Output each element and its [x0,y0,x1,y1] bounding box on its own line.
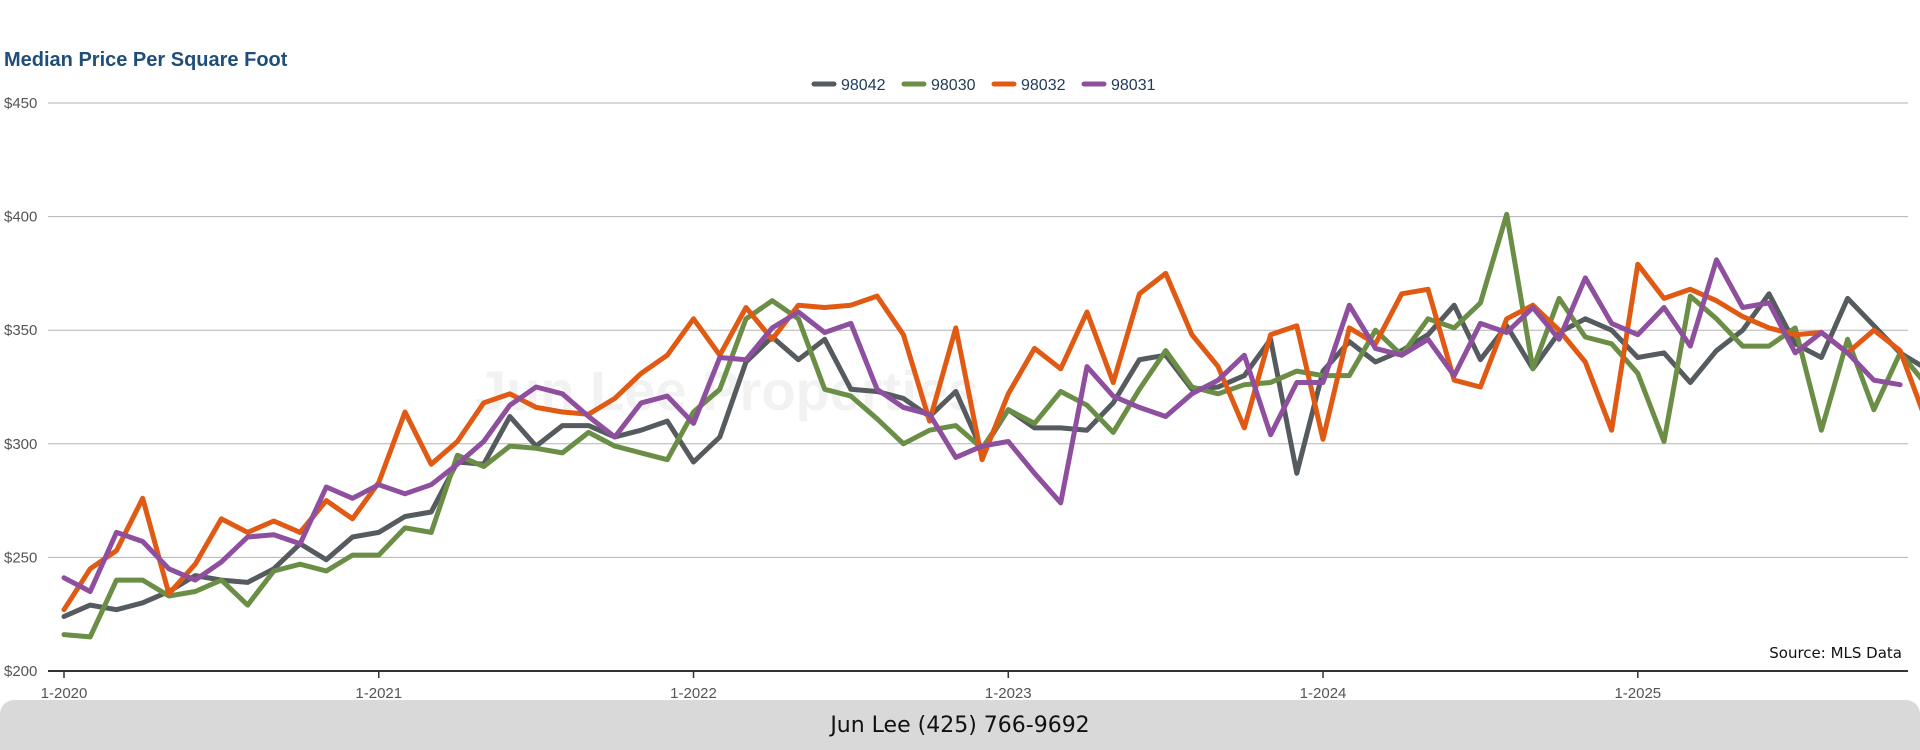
x-tick-label: 1-2020 [41,685,88,702]
legend-item-98042: 98042 [811,77,886,94]
y-tick-label: $450 [4,95,37,112]
legend-item-98032: 98032 [991,77,1066,94]
x-tick-label: 1-2024 [1300,685,1347,702]
y-tick-label: $250 [4,549,37,566]
y-tick-label: $400 [4,209,37,226]
x-tick-label: 1-2023 [985,685,1032,702]
chart-title: Median Price Per Square Foot [4,49,288,71]
x-tick-label: 1-2022 [670,685,717,702]
x-tick-label: 1-2025 [1614,685,1661,702]
legend-label: 98030 [931,77,976,94]
legend-item-98030: 98030 [901,77,976,94]
series-line-98042 [61,291,1920,619]
series-line-98030 [61,211,1920,640]
footer-bar: Jun Lee (425) 766-9692 [0,700,1920,750]
legend-label: 98031 [1111,77,1156,94]
footer-contact: Jun Lee (425) 766-9692 [830,712,1090,738]
series-line-98031 [61,257,1903,594]
y-tick-label: $200 [4,663,37,680]
legend-label: 98032 [1021,77,1066,94]
legend: 98042 98030 98032 98031 [811,77,1156,94]
x-axis: 1-2020 1-2021 1-2022 1-2023 1-2024 1-2025 [41,670,1908,702]
legend-item-98031: 98031 [1081,77,1156,94]
y-axis-ticks: $200 $250 $300 $350 $400 $450 [4,95,37,680]
source-label: Source: MLS Data [1769,644,1902,662]
series-lines [61,211,1920,640]
y-tick-label: $300 [4,436,37,453]
y-tick-label: $350 [4,322,37,339]
legend-label: 98042 [841,77,886,94]
x-tick-label: 1-2021 [355,685,402,702]
